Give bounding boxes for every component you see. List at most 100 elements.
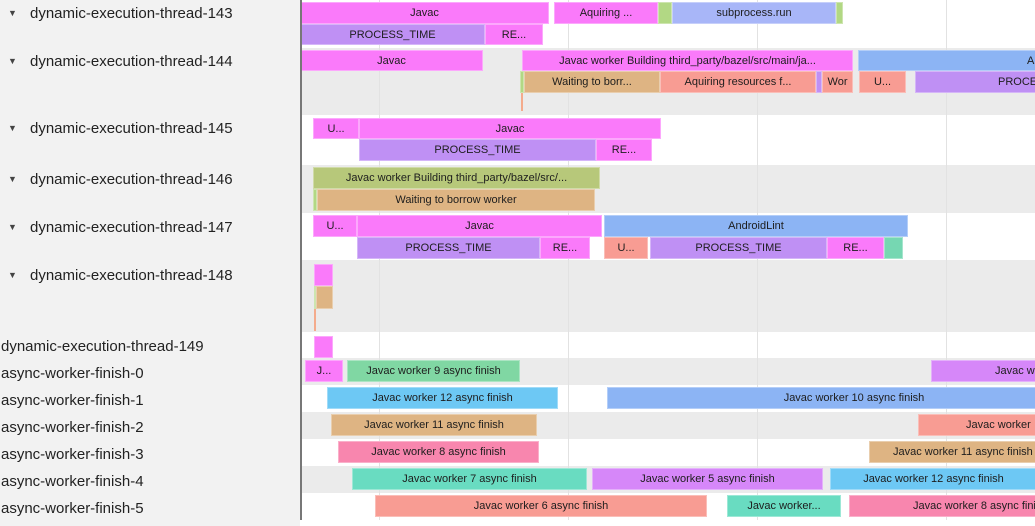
trace-slice[interactable]: PROCESS_TIME (300, 24, 485, 45)
trace-slice[interactable]: RE... (540, 237, 590, 259)
trace-slice[interactable]: Javac worker 11 async finish (869, 441, 1035, 463)
track-name-label: async-worker-finish-4 (1, 473, 144, 490)
slice-label: PROCESS_TIME (998, 76, 1035, 88)
trace-slice[interactable]: Javac worker 6 async finish (375, 495, 707, 517)
trace-slice-sliver[interactable] (314, 286, 316, 309)
track-name-label: dynamic-execution-thread-145 (30, 120, 233, 137)
collapse-arrow-icon[interactable]: ▼ (8, 222, 17, 232)
trace-slice[interactable]: Waiting to borrow worker (317, 189, 595, 211)
slice-label: Javac worker... (747, 500, 821, 512)
slice-label: Javac worker 8 async finish (913, 500, 1035, 512)
slice-label: Javac worker 10 async finish (783, 392, 925, 404)
collapse-arrow-icon[interactable]: ▼ (8, 8, 17, 18)
trace-slice[interactable]: AndroidLint (604, 215, 908, 237)
trace-slice[interactable]: U... (313, 118, 359, 139)
trace-slice[interactable]: Javac worker 9 async finish (347, 360, 520, 382)
slice-label: Javac worker 12 async finish (863, 473, 1004, 485)
trace-slice[interactable]: PROCESS_TIME (915, 71, 1035, 93)
trace-slice-sliver[interactable] (816, 71, 822, 93)
timeline-canvas[interactable]: Javac Aquiring ... subprocess.run PROCESS_T… (300, 0, 1035, 526)
slice-label: U... (873, 76, 892, 88)
trace-slice[interactable]: Javac worker 10 async finish (607, 387, 1035, 409)
trace-slice-sliver[interactable] (836, 2, 843, 24)
instant-event-tick[interactable] (314, 309, 316, 331)
trace-slice[interactable]: J... (305, 360, 343, 382)
timeline-gridline (946, 0, 947, 520)
trace-slice[interactable]: Javac worker 12 async finish (327, 387, 558, 409)
slice-label: RE... (552, 242, 578, 254)
track-name-label: dynamic-execution-thread-144 (30, 53, 233, 70)
slice-label: Javac worker 6 async finish (473, 500, 609, 512)
timeline-gridline (568, 0, 569, 520)
trace-slice[interactable]: PROCESS_TIME (359, 139, 596, 161)
trace-slice[interactable]: PROCESS_TIME (357, 237, 540, 259)
trace-slice[interactable]: Javac worker... (727, 495, 841, 517)
trace-slice[interactable]: U... (313, 215, 357, 237)
collapse-arrow-icon[interactable]: ▼ (8, 174, 17, 184)
trace-slice[interactable]: Waiting to borr... (524, 71, 660, 93)
trace-slice[interactable]: Javac (357, 215, 602, 237)
track-name-label: dynamic-execution-thread-149 (1, 338, 204, 355)
slice-label: Javac worker 11 async finish (893, 446, 1033, 458)
slice-label: Javac worker 7 async finish (402, 473, 537, 485)
slice-label: RE... (501, 28, 527, 41)
trace-slice[interactable]: Javac worker 12 async finish (830, 468, 1035, 490)
track-name-label: dynamic-execution-thread-146 (30, 171, 233, 188)
trace-slice[interactable]: subprocess.run (672, 2, 836, 24)
track-band (300, 260, 1035, 332)
track-name-label: dynamic-execution-thread-143 (30, 5, 233, 22)
slice-label: Waiting to borrow worker (395, 194, 517, 206)
trace-slice[interactable]: U... (859, 71, 906, 93)
slice-label: Javac worker 9 async finish (366, 365, 501, 377)
trace-slice[interactable]: Javac worker (931, 360, 1035, 382)
trace-slice[interactable]: Javac worker Building third_party/bazel/… (522, 50, 853, 71)
trace-slice[interactable]: Javac (300, 50, 483, 71)
trace-slice[interactable]: Aquiring resources f... (660, 71, 816, 93)
trace-slice-sliver[interactable] (314, 264, 333, 286)
trace-slice[interactable]: Javac worker 8 async finish (849, 495, 1035, 517)
track-name-panel: ▼ dynamic-execution-thread-143 ▼ dynamic-ex… (0, 0, 300, 526)
track-name-label: async-worker-finish-5 (1, 500, 144, 517)
trace-slice[interactable]: RE... (827, 237, 884, 259)
trace-slice[interactable]: RE... (596, 139, 652, 161)
collapse-arrow-icon[interactable]: ▼ (8, 270, 17, 280)
slice-label: Javac worker (966, 419, 1031, 431)
collapse-arrow-icon[interactable]: ▼ (8, 123, 17, 133)
slice-label: PROCESS_TIME (349, 28, 436, 41)
slice-label: Javac worker 5 async finish (640, 473, 775, 485)
trace-slice-sliver[interactable] (313, 189, 317, 211)
track-name-label: dynamic-execution-thread-148 (30, 267, 233, 284)
trace-slice[interactable]: RE... (485, 24, 543, 45)
trace-slice-sliver[interactable] (658, 2, 672, 24)
timeline-gridline (757, 0, 758, 520)
trace-slice[interactable]: Aquiring ... (554, 2, 658, 24)
trace-slice[interactable]: Wor (822, 71, 853, 93)
trace-slice[interactable]: Javac worker 5 async finish (592, 468, 823, 490)
trace-slice[interactable]: Javac worker Building third_party/bazel/… (313, 167, 600, 189)
trace-slice[interactable]: AndroidLint (858, 50, 1035, 71)
slice-label: RE... (843, 242, 868, 254)
trace-slice[interactable]: U... (604, 237, 648, 259)
slice-label: AndroidLint (728, 220, 784, 232)
slice-label: Javac worker (995, 365, 1035, 377)
trace-slice[interactable]: Javac (300, 2, 549, 24)
slice-label: Aquiring ... (579, 7, 633, 19)
trace-slice[interactable]: Javac worker 11 async finish (331, 414, 537, 436)
slice-label: Aquiring resources f... (684, 76, 792, 88)
trace-slice[interactable]: Javac (359, 118, 661, 139)
instant-event-tick[interactable] (521, 93, 523, 111)
collapse-arrow-icon[interactable]: ▼ (8, 56, 17, 66)
trace-slice[interactable]: Javac worker 8 async finish (338, 441, 539, 463)
trace-slice[interactable]: Javac worker (918, 414, 1035, 436)
trace-slice[interactable]: Javac worker 7 async finish (352, 468, 587, 490)
slice-label: Waiting to borr... (552, 76, 632, 88)
trace-slice-sliver[interactable] (520, 71, 524, 93)
track-band (300, 332, 1035, 358)
trace-slice-sliver[interactable] (884, 237, 903, 259)
trace-slice-sliver[interactable] (316, 286, 333, 309)
trace-slice[interactable]: PROCESS_TIME (650, 237, 827, 259)
slice-label: Wor (827, 76, 848, 88)
trace-slice-sliver[interactable] (314, 336, 333, 358)
track-name-label: dynamic-execution-thread-147 (30, 219, 233, 236)
slice-label: Javac worker 12 async finish (372, 392, 513, 404)
